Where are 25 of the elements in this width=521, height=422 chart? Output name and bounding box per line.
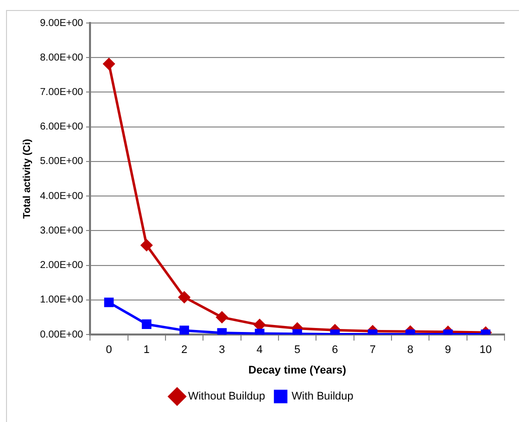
y-tick-label: 8.00E+00 — [40, 52, 84, 64]
legend-label: With Buildup — [292, 390, 354, 403]
x-tick-label: 1 — [144, 344, 150, 356]
x-tick-label: 7 — [370, 344, 376, 356]
y-tick-label: 9.00E+00 — [40, 18, 84, 29]
x-tick-label: 8 — [407, 344, 414, 356]
x-tick-label: 0 — [106, 344, 112, 356]
y-tick-label: 2.00E+00 — [40, 260, 84, 272]
y-axis-title: Total activity (Ci) — [22, 138, 33, 219]
y-tick-label: 3.00E+00 — [40, 225, 84, 236]
y-tick-label: 7.00E+00 — [40, 86, 84, 98]
x-tick-label: 3 — [218, 344, 226, 356]
x-tick-label: 4 — [256, 344, 263, 356]
x-tick-label: 10 — [480, 344, 492, 356]
y-tick-label: 0.00E+00 — [40, 329, 84, 340]
y-tick-label: 5.00E+00 — [40, 156, 84, 168]
x-tick-label: 9 — [444, 344, 452, 356]
y-tick-label: 1.00E+00 — [40, 294, 84, 306]
x-tick-label: 5 — [294, 344, 300, 356]
y-tick-label: 6.00E+00 — [40, 122, 84, 133]
x-tick-label: 2 — [181, 344, 188, 356]
x-axis-title: Decay time (Years) — [248, 364, 347, 376]
x-tick-label: 6 — [332, 344, 338, 356]
legend-label: Without Buildup — [188, 390, 266, 403]
y-tick-label: 4.00E+00 — [40, 190, 84, 202]
